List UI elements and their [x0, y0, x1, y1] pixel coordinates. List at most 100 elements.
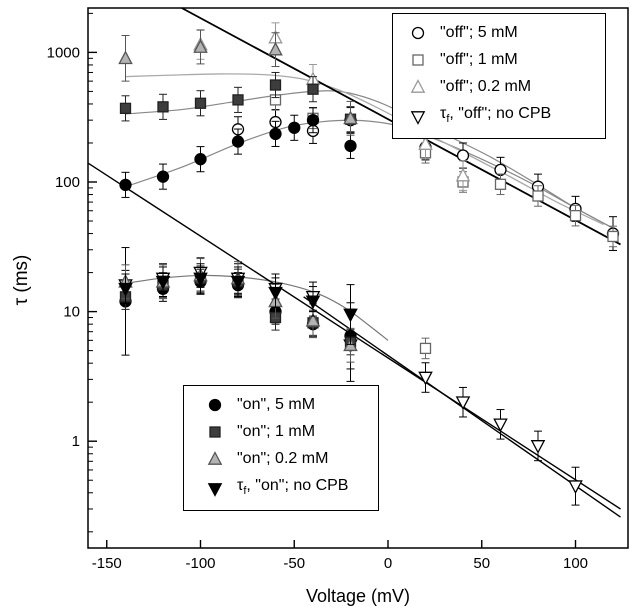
- legend-label: "on"; 0.2 mM: [237, 450, 329, 467]
- data-point: [455, 396, 471, 411]
- marker-triangle-down-filled: [305, 295, 321, 310]
- marker-square-filled: [232, 94, 244, 106]
- data-point: [607, 230, 619, 243]
- x-axis-label: Voltage (mV): [305, 586, 411, 606]
- marker-circle-filled: [194, 153, 207, 166]
- legend-label: "off"; 1 mM: [440, 51, 518, 68]
- triangle-down-filled-icon: [207, 482, 223, 497]
- marker-square-filled: [307, 83, 319, 95]
- y-tick-label: 1000: [47, 44, 80, 61]
- legend-label: "on"; 1 mM: [237, 423, 316, 440]
- data-point: [530, 440, 546, 454]
- data-point: [193, 39, 208, 53]
- data-point: [343, 110, 358, 125]
- x-axis: -150 -100 -50 0 50 100: [92, 540, 588, 572]
- data-point: [118, 282, 133, 297]
- data-point: [569, 209, 582, 222]
- data-point: [418, 136, 433, 150]
- data-point: [418, 371, 433, 386]
- legend-label: "off"; 0.2 mM: [440, 78, 532, 95]
- marker-circle-filled: [306, 114, 320, 127]
- marker-circle-filled: [344, 139, 357, 153]
- data-point: [194, 153, 207, 166]
- x-tick-label: -150: [92, 555, 122, 572]
- marker-circle-open: [456, 149, 470, 162]
- marker-triangle-down-open: [493, 418, 508, 433]
- marker-square-filled: [119, 102, 132, 114]
- legend-item: "off"; 1 mM: [407, 50, 591, 70]
- circle-filled-icon: [208, 398, 222, 412]
- marker-square-filled: [209, 426, 221, 438]
- data-point: [493, 418, 508, 433]
- marker-circle-filled: [119, 178, 132, 192]
- marker-triangle-filled: [193, 39, 208, 53]
- triangle-open-icon: [410, 79, 426, 93]
- y-tick-label: 100: [55, 174, 80, 191]
- data-point: [268, 286, 283, 301]
- data-point: [156, 170, 170, 183]
- data-point: [305, 312, 321, 327]
- marker-square-open: [607, 230, 619, 243]
- data-point: [155, 275, 171, 290]
- circle-open-icon: [411, 26, 425, 40]
- marker-triangle-down-filled: [207, 482, 223, 497]
- x-tick-label: -50: [283, 555, 305, 572]
- legend-item: "off"; 5 mM: [407, 23, 591, 43]
- marker-circle-filled: [231, 135, 245, 148]
- y-tick-label: 1: [72, 433, 80, 450]
- marker-triangle-open: [455, 167, 471, 182]
- marker-triangle-open: [418, 136, 433, 150]
- data-point: [269, 79, 282, 91]
- legend-item: "on", 5 mM: [204, 395, 364, 415]
- marker-square-open: [494, 178, 507, 190]
- series-on-5mm: [119, 107, 357, 370]
- marker-triangle-down-open: [568, 480, 583, 495]
- y-axis-label: τ (ms): [11, 254, 32, 306]
- data-point: [157, 101, 169, 113]
- marker-circle-open: [411, 26, 425, 40]
- data-point: [568, 480, 583, 495]
- marker-triangle-down-filled: [193, 272, 208, 287]
- x-tick-label: 50: [473, 555, 490, 572]
- data-point: [231, 135, 245, 148]
- plot-frame: [87, 7, 629, 549]
- data-point: [343, 308, 358, 323]
- data-point: [307, 83, 319, 95]
- marker-triangle-down-open: [530, 440, 546, 454]
- marker-square-open: [419, 342, 432, 355]
- marker-triangle-filled: [207, 451, 223, 465]
- data-point: [119, 178, 132, 192]
- marker-triangle-filled: [305, 312, 321, 327]
- marker-triangle-down-filled: [155, 275, 171, 290]
- x-tick-label: -100: [185, 555, 215, 572]
- legend-label: "off"; 5 mM: [440, 24, 518, 41]
- data-point: [194, 97, 207, 109]
- marker-triangle-down-open: [455, 396, 471, 411]
- marker-square-filled: [157, 101, 169, 113]
- marker-triangle-down-filled: [343, 308, 358, 323]
- data-point: [288, 121, 301, 134]
- triangle-filled-icon: [207, 451, 223, 465]
- y-axis: 1 10 100 1000: [47, 12, 97, 533]
- series-tauf-on-no-cpb: [118, 263, 358, 345]
- marker-triangle-filled: [343, 110, 358, 125]
- marker-triangle-down-filled: [230, 275, 246, 290]
- legend-label: "on", 5 mM: [237, 396, 316, 413]
- x-tick-label: 100: [563, 555, 588, 572]
- data-point: [532, 190, 544, 202]
- data-point: [419, 342, 432, 355]
- data-point: [305, 295, 321, 310]
- marker-circle-filled: [288, 121, 301, 134]
- y-tick-label: 10: [63, 304, 80, 321]
- marker-triangle-down-filled: [118, 282, 133, 297]
- fit-curve-on-lower: [125, 274, 389, 341]
- marker-square-open: [532, 190, 544, 202]
- marker-circle-filled: [269, 127, 282, 141]
- data-point: [344, 139, 357, 153]
- data-point: [306, 114, 320, 127]
- data-point: [193, 272, 208, 287]
- marker-triangle-filled: [118, 50, 133, 65]
- data-point: [456, 149, 470, 162]
